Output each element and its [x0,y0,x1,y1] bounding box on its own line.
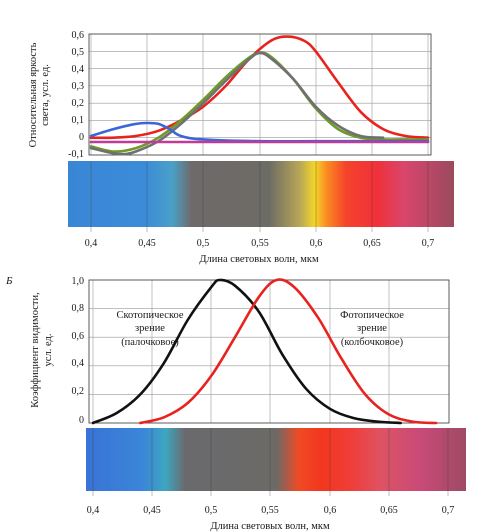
y-tick-label: 0,2 [72,98,85,109]
chart-b-y-ticks: 1,0 0,8 0,6 0,4 0,2 0 [72,276,85,426]
x-tick-label: 0,45 [138,238,156,249]
chart-b-y-axis-title-line2: усл. ед. [43,334,54,367]
chart-a-y-ticks: 0,6 0,5 0,4 0,3 0,2 0,1 0 -0,1 [68,30,84,160]
scotopic-annotation-line3: (палочковое) [121,337,179,348]
chart-a-y-axis-title-line1: Относительная яркость [28,42,39,147]
series-line-0 [89,35,430,140]
x-tick-label: 0,6 [310,238,323,249]
chart-a: 0,6 0,5 0,4 0,3 0,2 0,1 0 -0,1 Относител… [28,30,454,265]
scotopic-annotation: Скотопическое зрение (палочковое) [116,310,183,348]
chart-a-series [89,35,430,156]
x-tick-label: 0,6 [324,505,337,516]
x-tick-label: 0,65 [380,505,398,516]
chart-b-strip-grid [92,428,449,496]
y-tick-label: 0,3 [72,81,85,92]
photopic-annotation-line1: Фотопическое [340,310,404,321]
y-tick-label: 1,0 [72,276,85,287]
x-tick-label: 0,5 [197,238,210,249]
series-line-1 [139,278,438,425]
chart-a-x-ticks: 0,4 0,45 0,5 0,55 0,6 0,65 0,7 [85,238,435,249]
photopic-annotation-line2: зрение [357,323,387,334]
y-tick-label: 0 [79,415,84,426]
chart-b-x-axis-title: Длина световых волн, мкм [210,521,330,532]
chart-a-x-axis-title: Длина световых волн, мкм [199,254,319,265]
chart-a-y-axis-title-line2: света, усл. ед. [40,64,51,126]
y-tick-label: 0,4 [72,64,85,75]
x-tick-label: 0,4 [85,238,98,249]
y-tick-label: 0,1 [72,115,85,126]
y-tick-label: 0,8 [72,303,85,314]
y-tick-label: 0,5 [72,47,85,58]
y-tick-label: -0,1 [68,149,84,160]
series-line-2 [89,51,385,156]
x-tick-label: 0,7 [422,238,435,249]
chart-b-spectrum-strip [86,428,466,491]
chart-b-grid [89,280,449,423]
chart-a-strip-grid [90,161,429,232]
x-tick-label: 0,5 [205,505,218,516]
x-tick-label: 0,4 [87,505,100,516]
chart-a-spectrum-strip [68,161,454,227]
chart-b-frame [88,279,450,424]
x-tick-label: 0,55 [251,238,269,249]
chart-a-frame [88,33,432,156]
scotopic-annotation-line1: Скотопическое [116,310,183,321]
series-line-0 [91,278,402,425]
chart-b-y-axis-title-line1: Коэффициент видимости, [30,292,41,407]
photopic-annotation-line3: (колбочковое) [341,337,404,348]
panel-letter: Б [5,275,13,287]
chart-b-x-ticks: 0,4 0,45 0,5 0,55 0,6 0,65 0,7 [87,505,455,516]
x-tick-label: 0,45 [143,505,161,516]
y-tick-label: 0,4 [72,358,85,369]
scotopic-annotation-line2: зрение [135,323,165,334]
chart-b: Б 1,0 0,8 0,6 0,4 0,2 0 Коэффициент види… [5,275,466,532]
y-tick-label: 0,6 [72,331,85,342]
y-tick-label: 0 [79,132,84,143]
chart-b-series [91,278,438,425]
y-tick-label: 0,2 [72,386,85,397]
y-tick-label: 0,6 [72,30,85,41]
x-tick-label: 0,55 [261,505,279,516]
x-tick-label: 0,7 [442,505,455,516]
photopic-annotation: Фотопическое зрение (колбочковое) [340,310,404,348]
x-tick-label: 0,65 [363,238,381,249]
